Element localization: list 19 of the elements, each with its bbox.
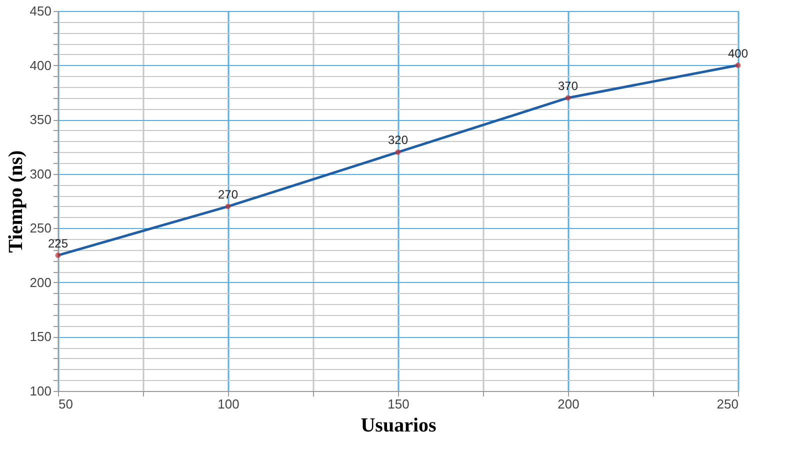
y-tick-label: 450	[30, 4, 52, 18]
data-label: 320	[388, 133, 408, 148]
y-tick-label: 400	[30, 58, 52, 73]
x-tick-label: 50	[58, 396, 73, 412]
x-tick-label: 200	[558, 396, 580, 412]
y-tick-label: 300	[30, 166, 52, 182]
x-tick-label: 100	[218, 396, 240, 412]
y-tick-label: 350	[30, 112, 52, 128]
x-tick-label: 250	[716, 396, 738, 412]
data-label: 370	[558, 78, 578, 93]
x-tick-label: 150	[388, 396, 410, 412]
y-tick-label: 150	[30, 329, 52, 344]
y-tick-label: 250	[30, 220, 52, 236]
y-tick-label: 100	[30, 384, 52, 398]
data-label: 225	[48, 236, 68, 250]
x-axis-title: Usuarios	[360, 414, 436, 436]
data-label: 270	[218, 187, 238, 202]
y-tick-label: 200	[30, 274, 52, 290]
y-axis-title: Tiempo (ns)	[4, 150, 27, 253]
